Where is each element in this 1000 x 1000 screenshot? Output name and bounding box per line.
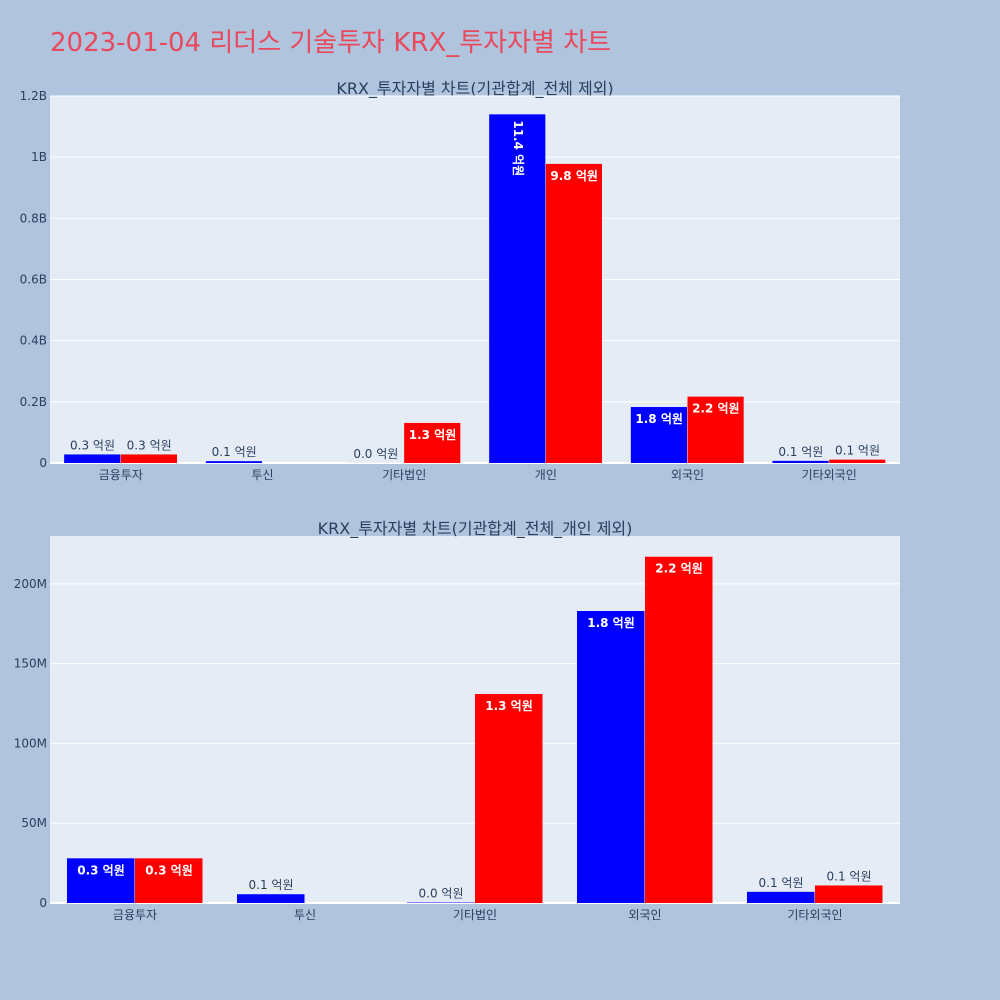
data-label: 0.1 억원 <box>827 869 872 883</box>
bar <box>475 693 543 903</box>
data-label: 0.1 억원 <box>759 876 804 890</box>
data-label: 0.0 억원 <box>353 447 398 461</box>
data-label: 0.0 억원 <box>419 887 464 901</box>
page-title: 2023-01-04 리더스 기술투자 KRX_투자자별 차트 <box>50 28 612 58</box>
data-label: 1.8 억원 <box>635 412 683 426</box>
data-label: 0.3 억원 <box>70 438 115 452</box>
bar <box>67 858 135 903</box>
data-label: 0.3 억원 <box>145 863 193 877</box>
data-label: 2.2 억원 <box>692 402 740 416</box>
x-tick-label: 금융투자 <box>99 468 143 482</box>
y-tick-label: 50M <box>21 816 47 830</box>
x-tick-label: 기타법인 <box>453 908 497 922</box>
bar <box>630 407 687 463</box>
bar <box>120 454 177 463</box>
data-label: 0.1 억원 <box>212 445 257 459</box>
chart-bottom: KRX_투자자별 차트(기관합계_전체_개인 제외) 0 50M 100M 150M 20… <box>14 519 900 922</box>
data-label: 2.2 억원 <box>655 562 703 576</box>
y-tick-label: 1.2B <box>20 89 47 103</box>
bar <box>64 454 121 463</box>
bar <box>404 422 461 463</box>
bar <box>815 885 883 903</box>
bar <box>772 460 829 463</box>
y-tick-label: 0 <box>39 896 47 910</box>
data-label: 1.3 억원 <box>409 428 457 442</box>
data-label: 0.3 억원 <box>127 438 172 452</box>
chart-title: KRX_투자자별 차트(기관합계_전체_개인 제외) <box>318 519 633 539</box>
bar <box>829 459 886 463</box>
data-label: 0.1 억원 <box>778 445 823 459</box>
bar <box>747 891 815 903</box>
data-label: 1.3 억원 <box>485 699 533 713</box>
y-tick-label: 0.4B <box>20 334 47 348</box>
x-tick-label: 기타외국인 <box>802 468 857 482</box>
y-tick-label: 150M <box>14 657 47 671</box>
y-tick-label: 200M <box>14 577 47 591</box>
x-tick-label: 외국인 <box>628 908 661 922</box>
chart-top: KRX_투자자별 차트(기관합계_전체 제외) 0 0.2B 0.4B 0.6B 0.8B… <box>20 79 900 482</box>
y-tick-label: 0.8B <box>20 211 47 225</box>
bar <box>205 461 262 463</box>
y-tick-label: 100M <box>14 736 47 750</box>
data-label: 11.4 억원 <box>511 120 525 176</box>
y-tick-label: 0.6B <box>20 273 47 287</box>
bar <box>135 858 203 903</box>
bar <box>545 163 602 463</box>
bar <box>489 114 546 463</box>
bar <box>237 894 305 903</box>
data-label: 1.8 억원 <box>587 616 635 630</box>
y-tick-label: 0 <box>39 456 47 470</box>
data-label: 9.8 억원 <box>550 169 598 183</box>
x-tick-label: 금융투자 <box>113 908 157 922</box>
data-label: 0.1 억원 <box>835 444 880 458</box>
bar <box>645 556 713 903</box>
x-tick-label: 외국인 <box>671 468 704 482</box>
x-tick-label: 투신 <box>251 468 273 482</box>
data-label: 0.3 억원 <box>77 863 125 877</box>
bar <box>577 610 645 903</box>
x-tick-label: 기타외국인 <box>787 908 842 922</box>
bar <box>687 396 744 463</box>
y-tick-label: 0.2B <box>20 395 47 409</box>
y-tick-label: 1B <box>31 150 47 164</box>
data-label: 0.1 억원 <box>249 878 294 892</box>
chart-title: KRX_투자자별 차트(기관합계_전체 제외) <box>336 79 613 99</box>
x-tick-label: 개인 <box>535 468 557 482</box>
x-tick-label: 기타법인 <box>382 468 426 482</box>
x-tick-label: 투신 <box>294 908 316 922</box>
